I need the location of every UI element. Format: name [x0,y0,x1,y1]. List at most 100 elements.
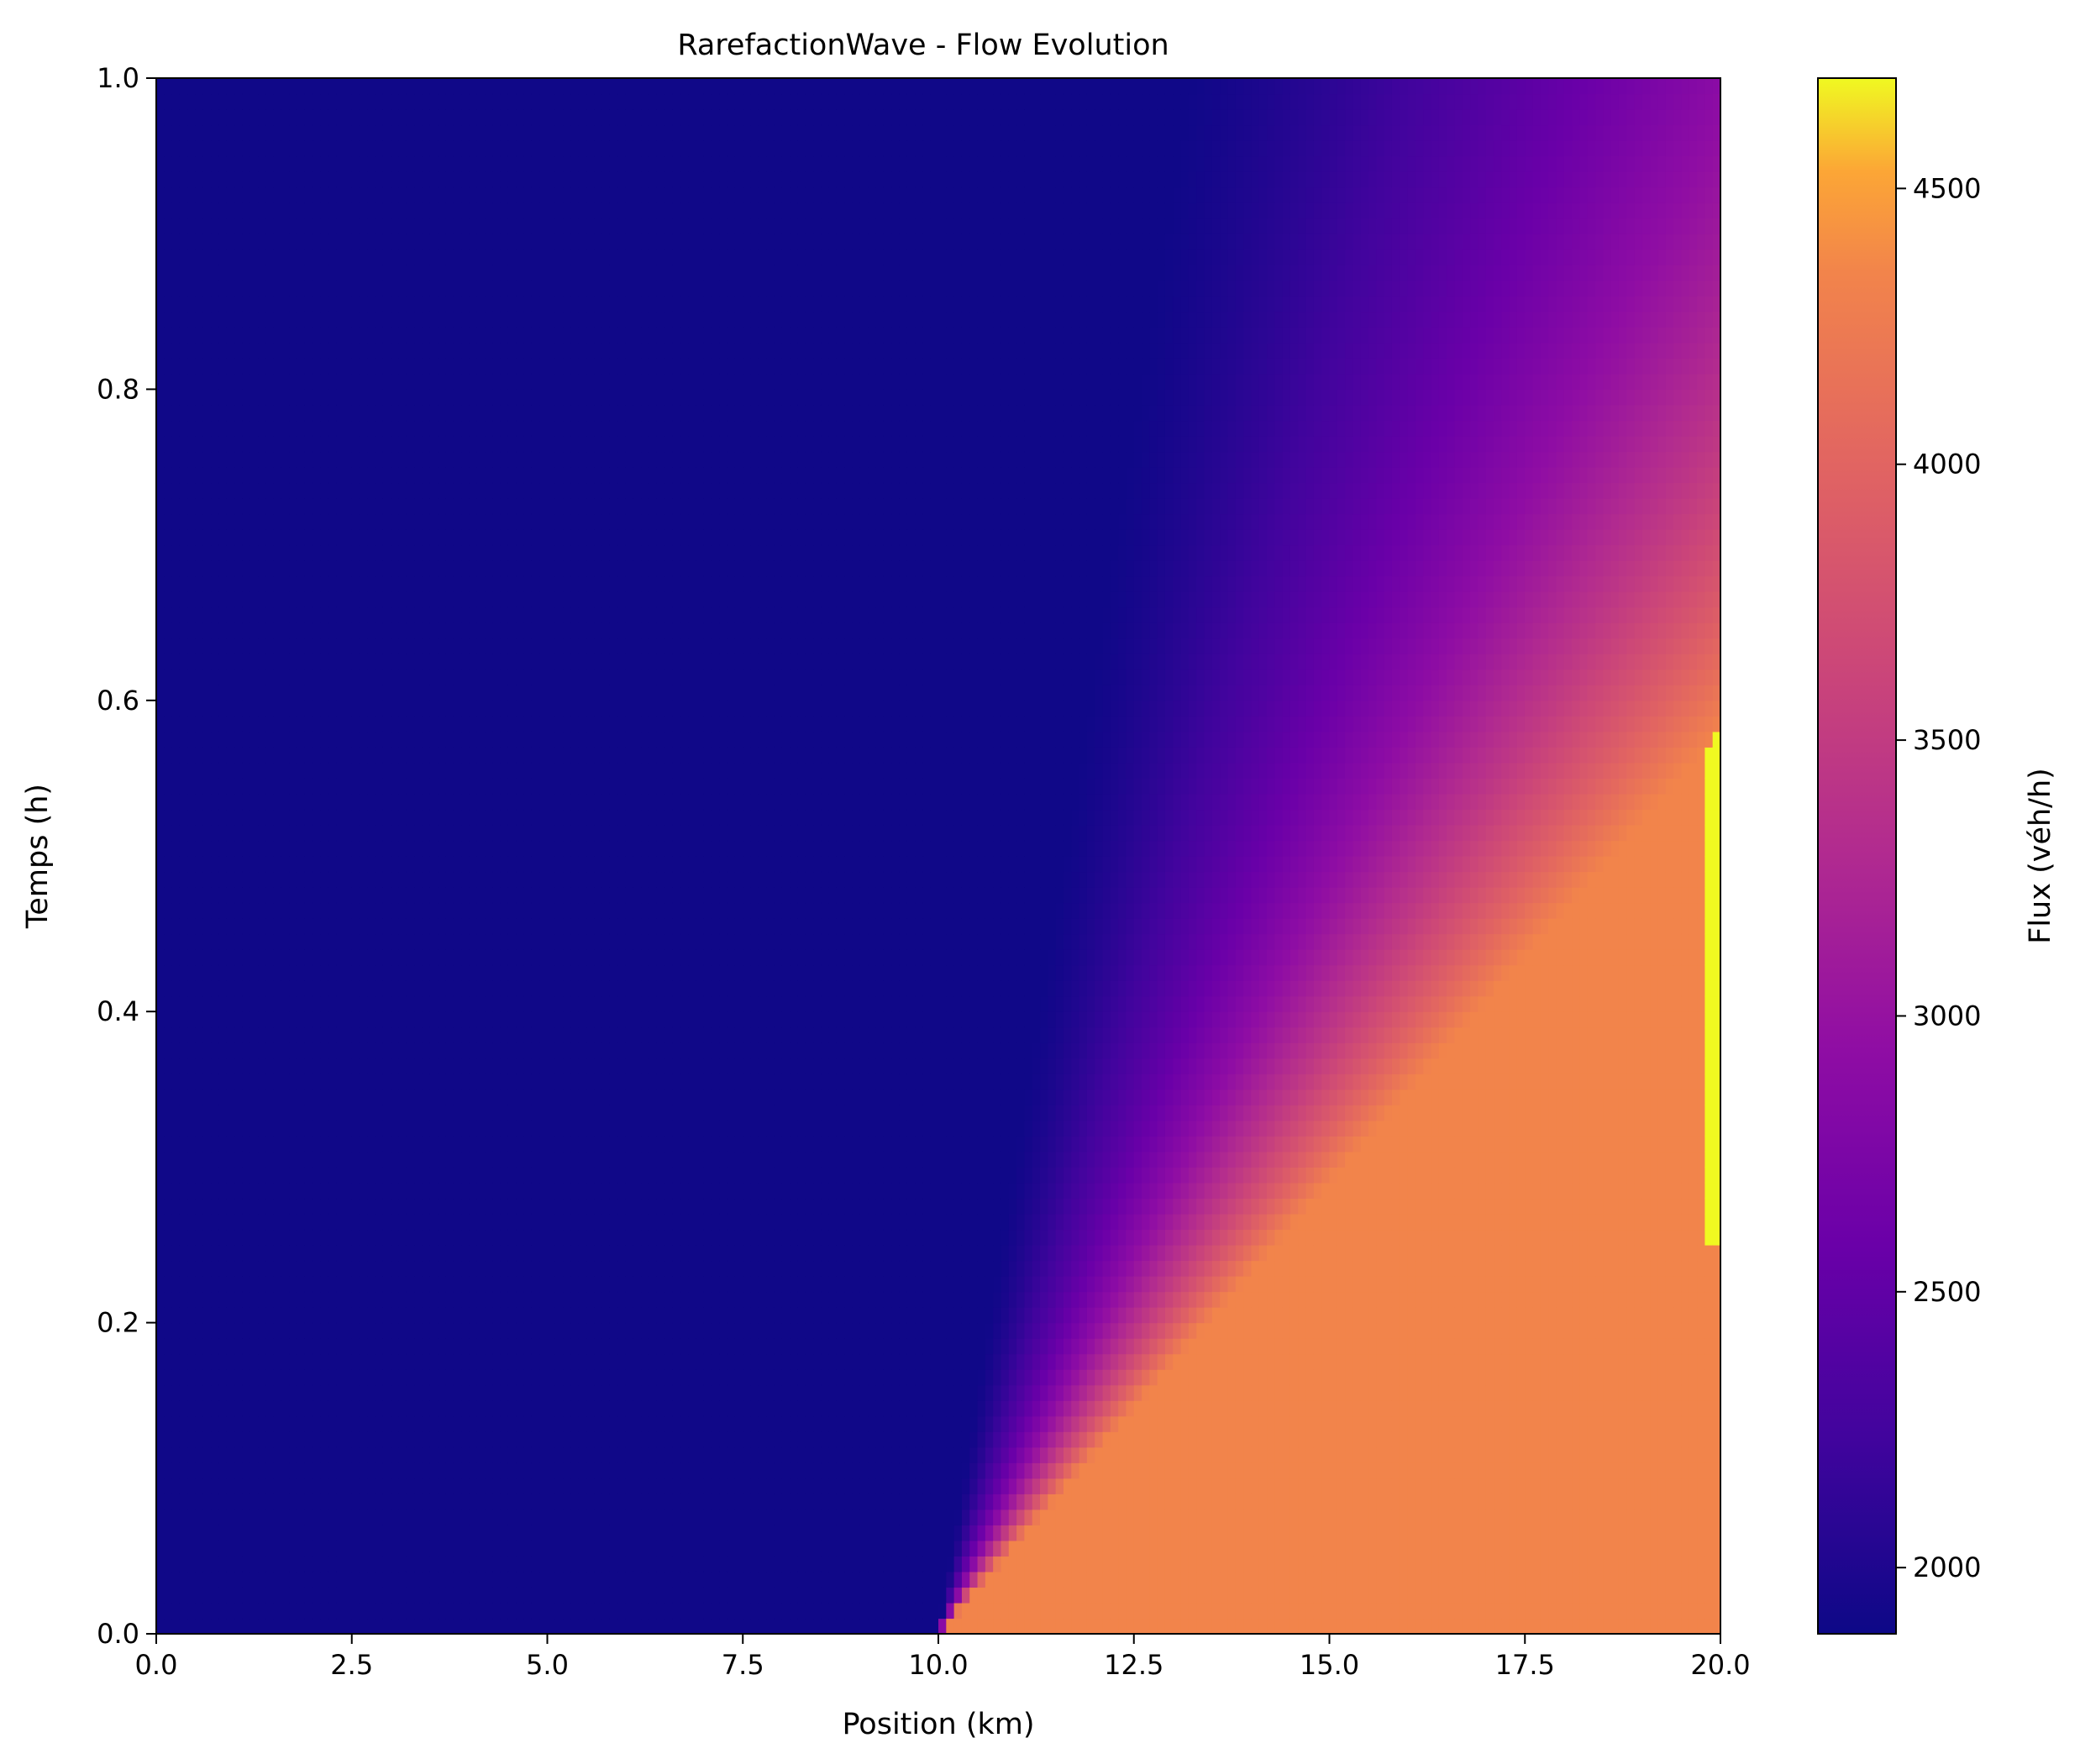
heatmap-cell [500,1105,509,1121]
heatmap-cell [500,560,509,577]
heatmap-cell [507,202,517,219]
heatmap-cell [218,249,228,265]
heatmap-cell [218,1540,228,1557]
heatmap-cell [429,918,439,935]
heatmap-cell [156,856,165,873]
heatmap-cell [211,202,220,219]
heatmap-cell [202,887,212,904]
heatmap-cell [375,249,384,265]
heatmap-cell [344,1509,353,1525]
heatmap-cell [500,155,509,172]
heatmap-cell [523,435,533,453]
heatmap-cell [320,1105,329,1121]
heatmap-cell [469,840,478,857]
heatmap-cell [360,467,368,484]
heatmap-cell [539,1167,549,1184]
heatmap-cell [360,871,368,888]
heatmap-cell [234,1478,244,1494]
heatmap-cell [226,124,235,141]
heatmap-cell [297,1431,306,1448]
heatmap-cell [344,435,353,453]
heatmap-cell [273,1291,282,1308]
heatmap-cell [297,296,306,312]
heatmap-cell [531,591,540,608]
heatmap-cell [226,1245,235,1262]
heatmap-cell [313,824,322,842]
heatmap-cell [500,622,509,639]
heatmap-cell [234,1587,244,1604]
heatmap-cell [281,1571,290,1588]
heatmap-cell [195,902,204,919]
heatmap-cell [469,747,478,764]
heatmap-cell [422,606,431,623]
heatmap-cell [202,1245,212,1262]
heatmap-cell [249,606,259,623]
heatmap-cell [226,342,235,359]
heatmap-cell [476,1494,486,1510]
heatmap-cell [469,202,478,219]
heatmap-cell [328,1369,337,1386]
heatmap-cell [344,669,353,685]
heatmap-cell [351,498,360,515]
heatmap-cell [406,1089,415,1105]
heatmap-cell [202,1058,212,1074]
heatmap-cell [375,918,384,935]
heatmap-cell [539,358,549,375]
heatmap-cell [360,544,368,561]
heatmap-cell [304,1089,313,1105]
heatmap-cell [375,109,384,126]
heatmap-cell [360,93,368,110]
heatmap-cell [469,1136,478,1152]
heatmap-cell [281,622,290,639]
heatmap-cell [226,265,235,281]
heatmap-cell [531,778,540,795]
heatmap-cell [258,575,266,592]
heatmap-cell [476,731,486,748]
heatmap-cell [398,1338,407,1355]
heatmap-cell [523,716,533,732]
heatmap-cell [445,1369,454,1386]
heatmap-cell [344,840,353,857]
heatmap-cell [398,1151,407,1168]
heatmap-cell [195,840,204,857]
heatmap-cell [531,1291,540,1308]
heatmap-cell [320,1276,329,1293]
heatmap-cell [539,700,549,717]
heatmap-cell [226,964,235,981]
heatmap-cell [265,1353,275,1370]
heatmap-cell [453,513,462,530]
heatmap-cell [485,1525,493,1541]
heatmap-cell [414,358,423,375]
heatmap-cell [391,964,400,981]
heatmap-cell [211,311,220,328]
heatmap-cell [429,887,439,904]
heatmap-cell [258,358,266,375]
heatmap-cell [273,638,282,654]
heatmap-cell [313,654,322,670]
heatmap-cell [226,1058,235,1074]
heatmap-cell [453,1213,462,1231]
heatmap-cell [313,218,322,234]
heatmap-cell [336,342,345,359]
heatmap-cell [202,1509,212,1525]
heatmap-cell [360,373,368,390]
heatmap-cell [429,124,439,141]
heatmap-cell [539,1478,549,1494]
heatmap-cell [492,389,502,406]
heatmap-cell [249,373,259,390]
heatmap-cell [218,1478,228,1494]
heatmap-cell [297,1462,306,1479]
heatmap-cell [218,1431,228,1448]
heatmap-cell [297,731,306,748]
heatmap-cell [469,1260,478,1277]
heatmap-cell [429,1509,439,1525]
heatmap-cell [492,840,502,857]
heatmap-cell [234,78,244,95]
heatmap-cell [211,1120,220,1137]
heatmap-cell [187,1229,197,1246]
heatmap-cell [523,186,533,203]
heatmap-cell [226,109,235,126]
heatmap-cell [234,1213,244,1231]
heatmap-cell [406,1011,415,1028]
heatmap-cell [242,358,251,375]
